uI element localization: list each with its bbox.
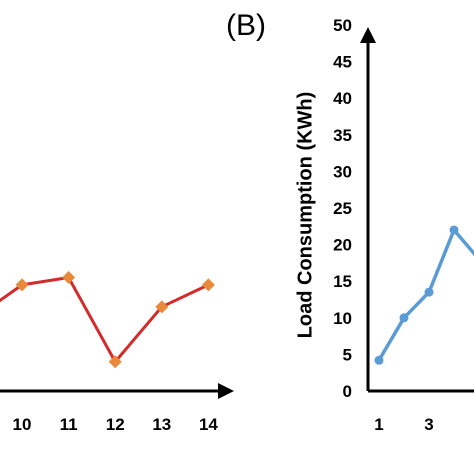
panel-a-series bbox=[0, 271, 215, 369]
panel-a-x-tick-labels: 10 11 12 13 14 bbox=[13, 415, 219, 434]
panel-a-point-12 bbox=[108, 355, 122, 369]
panel-b-x-tick-3: 3 bbox=[424, 415, 433, 434]
panel-b-series bbox=[374, 225, 474, 365]
panel-b-x-tick-1: 1 bbox=[374, 415, 383, 434]
panel-a-point-11 bbox=[62, 271, 76, 285]
panel-b-y-tick-10: 10 bbox=[333, 309, 352, 328]
panel-a-x-axis-arrowhead bbox=[218, 383, 234, 399]
panel-a-x-tick-11: 11 bbox=[60, 415, 78, 434]
panel-b-y-tick-20: 20 bbox=[333, 236, 352, 255]
panel-a-x-tick-12: 12 bbox=[106, 415, 125, 434]
panel-b-y-tick-45: 45 bbox=[333, 53, 352, 72]
panel-b-y-tick-5: 5 bbox=[343, 345, 352, 364]
panel-b-y-tick-25: 25 bbox=[333, 199, 352, 218]
panel-a-x-tick-10: 10 bbox=[13, 415, 32, 434]
panel-b-y-tick-labels: 0 5 10 15 20 25 30 35 40 45 50 bbox=[333, 16, 352, 401]
panel-b-y-axis-arrowhead bbox=[360, 27, 376, 43]
panel-b-point-1 bbox=[374, 355, 384, 365]
panel-b-point-2 bbox=[399, 313, 409, 323]
panel-a-series-line bbox=[0, 276, 210, 364]
panel-b-chart: (B) Load Consumption (KWh) 0 5 10 15 20 25 30 3… bbox=[226, 9, 474, 434]
panel-b-label: (B) bbox=[226, 9, 266, 42]
panel-b-y-tick-30: 30 bbox=[333, 162, 352, 181]
panel-b-y-tick-35: 35 bbox=[333, 126, 352, 145]
panel-b-y-tick-0: 0 bbox=[343, 382, 352, 401]
panel-b-point-4 bbox=[449, 225, 459, 235]
panel-a-x-tick-13: 13 bbox=[152, 415, 171, 434]
panel-a-point-10 bbox=[15, 278, 29, 292]
panel-b-y-tick-40: 40 bbox=[333, 89, 352, 108]
panel-a-point-14 bbox=[201, 278, 215, 292]
panel-a-point-13 bbox=[155, 300, 169, 314]
panel-b-point-3 bbox=[424, 287, 434, 297]
panel-a-chart: 10 11 12 13 14 bbox=[0, 271, 234, 434]
panel-b-y-tick-50: 50 bbox=[333, 16, 352, 35]
panel-b-y-axis-title: Load Consumption (KWh) bbox=[294, 92, 316, 339]
panel-b-y-tick-15: 15 bbox=[333, 272, 352, 291]
panel-a-x-tick-14: 14 bbox=[199, 415, 218, 434]
